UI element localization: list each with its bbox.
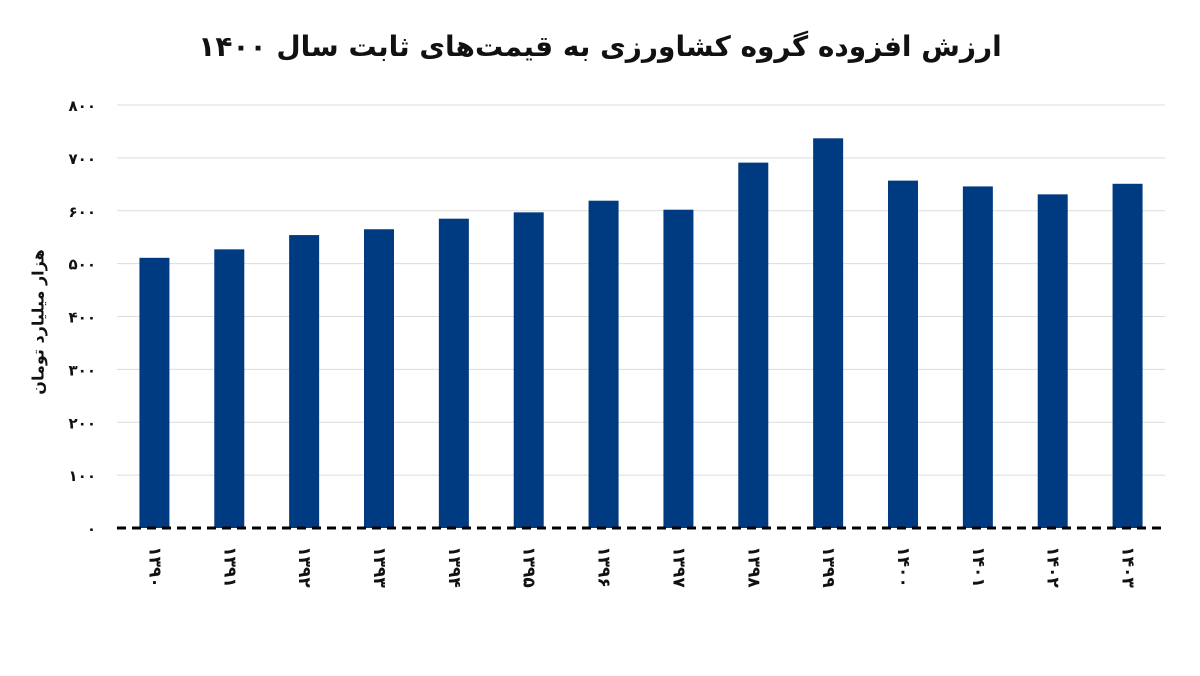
x-tick-label: ۱۳۹۶ [594,546,614,588]
y-tick-label: ۶۰۰ [69,203,96,221]
x-tick-label: ۱۳۹۲ [294,546,314,588]
x-tick-label: ۱۳۹۷ [668,546,688,588]
y-tick-label: ۵۰۰ [69,256,96,274]
x-tick-label: ۱۳۹۱ [219,546,239,588]
bar [438,218,469,528]
y-tick-label: ۳۰۰ [69,361,96,379]
bar [364,229,394,528]
bar [813,138,844,528]
y-tick-label: ۲۰۰ [69,414,96,432]
gridlines [117,104,1165,476]
x-tick-label: ۱۳۹۹ [818,546,838,588]
bar [513,212,544,528]
x-ticks: ۱۳۹۰ ۱۳۹۱ ۱۳۹۲ ۱۳۹۳ ۱۳۹۴ ۱۳۹۵ ۱۳۹۶ ۱۳۹۷ ۱۳۹۸ ۱۳۹۹… [144,546,1137,588]
bars [139,138,1143,529]
x-tick-label: ۱۳۹۵ [519,546,539,588]
bar [738,162,769,529]
x-tick-label: ۱۴۰۳ [1118,546,1138,588]
x-tick-label: ۱۳۹۴ [444,546,464,588]
chart-title: ارزش افزوده گروه کشاورزی به قیمت‌های ثاب… [198,30,1002,63]
bar [588,200,619,529]
bar [1037,194,1068,528]
bar [289,235,320,528]
y-tick-label: ۸۰۰ [69,97,96,115]
y-tick-label: ۱۰۰ [69,467,96,485]
bar [139,257,170,528]
x-tick-label: ۱۴۰۰ [893,546,913,588]
x-tick-label: ۱۳۹۰ [144,546,164,588]
x-tick-label: ۱۳۹۳ [369,546,389,588]
x-tick-label: ۱۳۹۸ [743,546,763,588]
y-tick-label: ۴۰۰ [69,309,96,327]
bar [663,209,694,528]
y-ticks: ۰ ۱۰۰ ۲۰۰ ۳۰۰ ۴۰۰ ۵۰۰ ۶۰۰ ۷۰۰ ۸۰۰ [69,97,96,538]
y-tick-label: ۷۰۰ [69,150,96,168]
bar [888,180,918,528]
bar [1112,183,1143,528]
x-tick-label: ۱۴۰۲ [1043,546,1063,588]
bar [962,186,993,529]
x-tick-label: ۱۴۰۱ [968,546,988,588]
y-tick-label: ۰ [87,520,96,538]
bar [214,249,245,528]
